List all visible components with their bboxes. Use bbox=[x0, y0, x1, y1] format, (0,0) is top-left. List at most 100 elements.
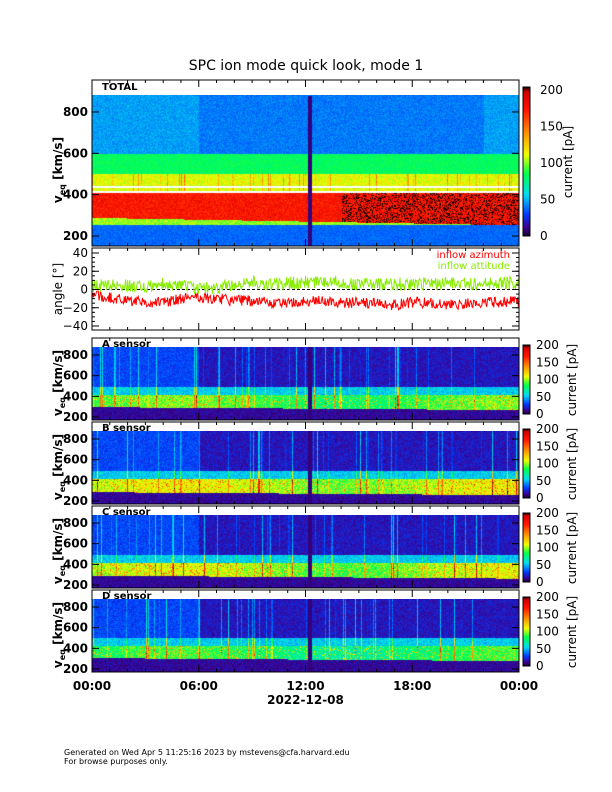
legend-inflow-attitude: inflow attitude bbox=[438, 261, 510, 272]
colorbar-total-frame bbox=[522, 86, 531, 237]
y-tick-label: 800 bbox=[63, 516, 88, 530]
colorbar-sensor-0 bbox=[523, 345, 530, 414]
sensor-panel-3-frame bbox=[91, 589, 520, 673]
colorbar-label-sensor: current [pA] bbox=[565, 344, 579, 416]
x-tick-label: 12:00 bbox=[286, 679, 324, 693]
colorbar-label-sensor: current [pA] bbox=[565, 428, 579, 500]
colorbar-tick-label: 150 bbox=[540, 120, 563, 134]
sensor-panel-0-frame bbox=[91, 337, 520, 421]
colorbar-tick-label: 150 bbox=[536, 355, 559, 369]
colorbar-tick-label: 50 bbox=[536, 474, 551, 488]
y-tick-label: 600 bbox=[63, 369, 88, 383]
y-tick-label: 800 bbox=[63, 105, 88, 119]
y-tick-label: 600 bbox=[63, 621, 88, 635]
colorbar-tick-label: 150 bbox=[536, 439, 559, 453]
y-tick-label: 400 bbox=[63, 389, 88, 403]
figure-title: SPC ion mode quick look, mode 1 bbox=[188, 58, 424, 74]
spectrogram-sensor-1 bbox=[92, 431, 519, 504]
colorbar-tick-label: 50 bbox=[536, 558, 551, 572]
colorbar-tick-label: 50 bbox=[536, 642, 551, 656]
y-axis-label-sensor: veq [km/s] bbox=[51, 602, 67, 668]
colorbar-label-sensor: current [pA] bbox=[565, 512, 579, 584]
series-line-inflow-attitude bbox=[91, 274, 520, 295]
y-tick-label: 600 bbox=[63, 537, 88, 551]
series-line-inflow-azimuth bbox=[91, 290, 520, 311]
y-axis-label-angle: angle [°] bbox=[51, 263, 65, 315]
colorbar-sensor-1 bbox=[523, 429, 530, 498]
colorbar-tick-label: 0 bbox=[536, 575, 544, 589]
panel-label-sensor: A sensor bbox=[102, 339, 151, 350]
colorbar-tick-label: 150 bbox=[536, 523, 559, 537]
y-tick-label: 800 bbox=[63, 348, 88, 362]
y-tick-label: 400 bbox=[63, 557, 88, 571]
sensor-panel-2-frame bbox=[91, 505, 520, 589]
colorbar-sensor-3-frame bbox=[522, 596, 531, 667]
y-tick-label: 200 bbox=[63, 410, 88, 424]
y-tick-label: 800 bbox=[63, 432, 88, 446]
colorbar-sensor-1-frame bbox=[522, 428, 531, 499]
panel-label-total: TOTAL bbox=[102, 82, 138, 93]
panel-label-sensor: C sensor bbox=[102, 507, 150, 518]
y-tick-label: 20 bbox=[73, 264, 88, 278]
footer-generated: Generated on Wed Apr 5 11:25:16 2023 by … bbox=[64, 748, 350, 757]
colorbar-sensor-3 bbox=[523, 597, 530, 666]
y-tick-label: 400 bbox=[63, 188, 88, 202]
colorbar-tick-label: 200 bbox=[536, 590, 559, 604]
sensor-panel-1-frame bbox=[91, 421, 520, 505]
colorbar-tick-label: 100 bbox=[540, 156, 563, 170]
colorbar-tick-label: 200 bbox=[540, 83, 563, 97]
y-axis-label-total: veq [km/s] bbox=[51, 137, 67, 203]
panel-label-sensor: B sensor bbox=[102, 423, 151, 434]
colorbar-total bbox=[523, 87, 530, 236]
colorbar-sensor-2 bbox=[523, 513, 530, 582]
colorbar-label-sensor: current [pA] bbox=[565, 596, 579, 668]
panel-label-sensor: D sensor bbox=[102, 591, 151, 602]
spectrogram-sensor-0 bbox=[92, 347, 519, 420]
total-panel-frame bbox=[91, 79, 520, 247]
colorbar-tick-label: 100 bbox=[536, 625, 559, 639]
x-tick-label: 06:00 bbox=[180, 679, 218, 693]
colorbar-tick-label: 0 bbox=[536, 491, 544, 505]
y-axis-label-sensor: veq [km/s] bbox=[51, 518, 67, 584]
x-tick-label: 18:00 bbox=[393, 679, 431, 693]
colorbar-sensor-2-frame bbox=[522, 512, 531, 583]
x-axis-label: 2022-12-08 bbox=[267, 693, 344, 707]
y-tick-label: −40 bbox=[63, 319, 88, 333]
y-tick-label: 800 bbox=[63, 600, 88, 614]
colorbar-sensor-0-frame bbox=[522, 344, 531, 415]
footer-note: For browse purposes only. bbox=[64, 757, 168, 766]
colorbar-tick-label: 0 bbox=[536, 659, 544, 673]
y-axis-label-sensor: veq [km/s] bbox=[51, 434, 67, 500]
colorbar-tick-label: 100 bbox=[536, 457, 559, 471]
y-tick-label: 400 bbox=[63, 641, 88, 655]
colorbar-tick-label: 0 bbox=[536, 407, 544, 421]
colorbar-tick-label: 100 bbox=[536, 373, 559, 387]
colorbar-tick-label: 200 bbox=[536, 338, 559, 352]
spectrogram-sensor-2 bbox=[92, 515, 519, 588]
y-axis-label-sensor: veq [km/s] bbox=[51, 350, 67, 416]
x-tick-label: 00:00 bbox=[500, 679, 538, 693]
y-tick-label: 200 bbox=[63, 578, 88, 592]
colorbar-label-total: current [pA] bbox=[561, 126, 575, 198]
y-tick-label: 40 bbox=[73, 246, 88, 260]
colorbar-tick-label: 200 bbox=[536, 506, 559, 520]
y-tick-label: 200 bbox=[63, 662, 88, 676]
y-tick-label: 600 bbox=[63, 146, 88, 160]
legend-inflow-azimuth: inflow azimuth bbox=[437, 250, 510, 261]
colorbar-tick-label: 200 bbox=[536, 422, 559, 436]
spectrogram-total bbox=[92, 95, 519, 246]
spectrogram-sensor-3 bbox=[92, 599, 519, 672]
colorbar-tick-label: 150 bbox=[536, 607, 559, 621]
y-tick-label: −20 bbox=[63, 301, 88, 315]
colorbar-tick-label: 50 bbox=[536, 390, 551, 404]
colorbar-tick-label: 0 bbox=[540, 229, 548, 243]
y-tick-label: 200 bbox=[63, 229, 88, 243]
colorbar-tick-label: 100 bbox=[536, 541, 559, 555]
y-tick-label: 400 bbox=[63, 473, 88, 487]
y-tick-label: 600 bbox=[63, 453, 88, 467]
y-tick-label: 200 bbox=[63, 494, 88, 508]
x-tick-label: 00:00 bbox=[73, 679, 111, 693]
colorbar-tick-label: 50 bbox=[540, 193, 555, 207]
